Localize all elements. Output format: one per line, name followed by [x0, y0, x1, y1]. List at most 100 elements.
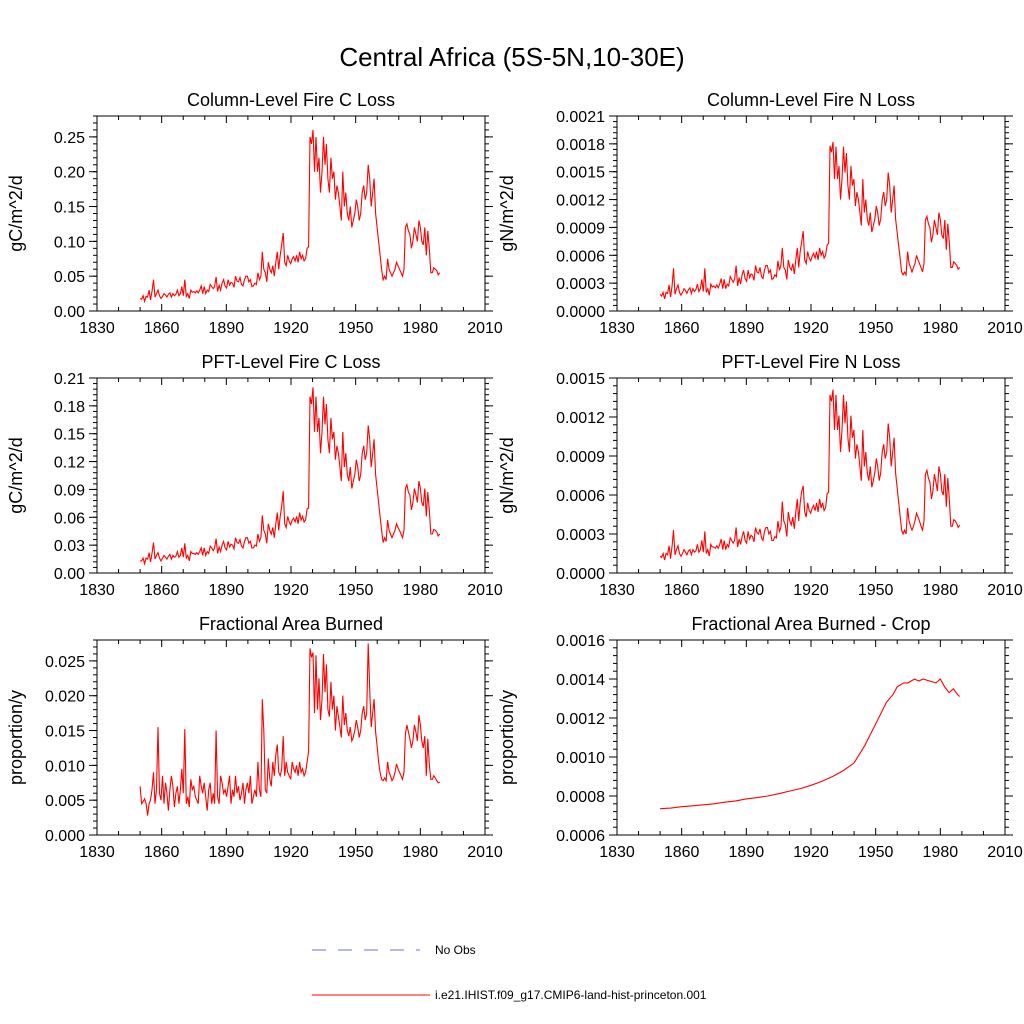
y-tick-label: 0.020: [45, 689, 85, 706]
chart-title: PFT-Level Fire N Loss: [721, 352, 900, 372]
x-tick-label: 1950: [858, 320, 894, 337]
page-title: Central Africa (5S-5N,10-30E): [339, 42, 684, 72]
x-tick-label: 1950: [338, 844, 374, 861]
y-tick-label: 0.09: [54, 482, 85, 499]
y-tick-label: 0.0000: [556, 304, 605, 321]
plot-frame: [616, 639, 1006, 836]
x-tick-label: 1950: [858, 844, 894, 861]
y-tick-label: 0.0006: [556, 248, 605, 265]
series-line: [139, 643, 440, 816]
y-tick-label: 0.0003: [556, 527, 605, 544]
chart-panel: Column-Level Fire C Loss 1830 1860 1890 1920…: [6, 90, 503, 337]
plot-frame: [96, 377, 486, 574]
y-tick-label: 0.18: [54, 399, 85, 416]
y-tick-label: 0.0015: [556, 371, 605, 388]
y-tick-label: 0.0010: [556, 750, 605, 767]
y-axis-label: gC/m^2/d: [6, 175, 26, 251]
y-tick-label: 0.21: [54, 371, 85, 388]
y-tick-label: 0.010: [45, 758, 85, 775]
y-tick-label: 0.0015: [556, 165, 605, 182]
x-tick-label: 2010: [467, 320, 503, 337]
x-tick-label: 1980: [403, 844, 439, 861]
y-tick-label: 0.0009: [556, 449, 605, 466]
series-line: [140, 387, 441, 566]
y-tick-label: 0.0006: [556, 488, 605, 505]
chart-title: Fractional Area Burned - Crop: [691, 614, 930, 634]
y-tick-label: 0.0016: [556, 633, 605, 650]
legend-obs-label: No Obs: [435, 943, 476, 957]
x-tick-label: 1950: [858, 582, 894, 599]
x-tick-label: 1860: [664, 844, 700, 861]
y-tick-label: 0.15: [54, 200, 85, 217]
chart-panel: Column-Level Fire N Loss 1830 1860 1890 1920…: [497, 90, 1023, 337]
y-axis-label: gC/m^2/d: [6, 437, 26, 513]
chart-panel: Fractional Area Burned - Crop 1830 1860 189…: [497, 614, 1023, 861]
x-tick-label: 1890: [209, 320, 245, 337]
x-tick-label: 1830: [79, 844, 115, 861]
x-tick-label: 2010: [467, 582, 503, 599]
x-tick-label: 1830: [79, 582, 115, 599]
y-tick-label: 0.20: [54, 165, 85, 182]
y-tick-label: 0.0012: [556, 410, 605, 427]
plot-frame: [96, 639, 486, 836]
chart-panel: Fractional Area Burned 1830 1860 1890 1920 19…: [6, 614, 503, 861]
y-tick-label: 0.00: [54, 566, 85, 583]
plot-frame: [96, 115, 486, 312]
chart-panel: PFT-Level Fire C Loss 1830 1860 1890 1920 195…: [6, 352, 503, 599]
x-tick-label: 1890: [729, 320, 765, 337]
y-tick-label: 0.03: [54, 538, 85, 555]
y-axis-label: gN/m^2/d: [497, 437, 517, 513]
panels-grid: Column-Level Fire C Loss 1830 1860 1890 1920…: [6, 90, 1023, 861]
x-tick-label: 1980: [923, 582, 959, 599]
y-tick-label: 0.0012: [556, 711, 605, 728]
x-tick-label: 1890: [729, 844, 765, 861]
chart-panel: PFT-Level Fire N Loss 1830 1860 1890 1920 195…: [497, 352, 1023, 599]
x-tick-label: 1890: [729, 582, 765, 599]
series-line: [139, 129, 441, 304]
x-tick-label: 1890: [209, 582, 245, 599]
x-tick-label: 1830: [599, 844, 635, 861]
chart-title: PFT-Level Fire C Loss: [201, 352, 380, 372]
y-tick-label: 0.00: [54, 304, 85, 321]
x-tick-label: 2010: [987, 844, 1023, 861]
y-tick-label: 0.0006: [556, 828, 605, 845]
y-axis-label: proportion/y: [497, 690, 517, 785]
chart-title: Fractional Area Burned: [199, 614, 383, 634]
y-tick-label: 0.0012: [556, 193, 605, 210]
series-line: [659, 141, 961, 300]
x-tick-label: 1830: [599, 582, 635, 599]
x-tick-label: 1830: [599, 320, 635, 337]
x-tick-label: 2010: [467, 844, 503, 861]
legend-model-label: i.e21.IHIST.f09_g17.CMIP6-land-hist-prin…: [435, 988, 707, 1002]
x-tick-label: 1860: [664, 582, 700, 599]
x-tick-label: 2010: [987, 582, 1023, 599]
x-tick-label: 1920: [273, 844, 309, 861]
x-tick-label: 1920: [793, 320, 829, 337]
y-tick-label: 0.0008: [556, 789, 605, 806]
x-tick-label: 1860: [144, 320, 180, 337]
y-tick-label: 0.0018: [556, 137, 605, 154]
y-tick-label: 0.005: [45, 793, 85, 810]
x-tick-label: 1950: [338, 320, 374, 337]
x-tick-label: 1830: [79, 320, 115, 337]
chart-title: Column-Level Fire N Loss: [707, 90, 915, 110]
y-tick-label: 0.015: [45, 724, 85, 741]
plot-frame: [616, 377, 1006, 574]
series-line: [660, 678, 961, 810]
x-tick-label: 1920: [273, 320, 309, 337]
x-tick-label: 1860: [144, 582, 180, 599]
y-tick-label: 0.12: [54, 455, 85, 472]
x-tick-label: 1920: [793, 582, 829, 599]
series-line: [659, 389, 961, 561]
x-tick-label: 1980: [403, 320, 439, 337]
y-tick-label: 0.0014: [556, 672, 605, 689]
x-tick-label: 1890: [209, 844, 245, 861]
x-tick-label: 1860: [664, 320, 700, 337]
x-tick-label: 1980: [923, 844, 959, 861]
plot-frame: [616, 115, 1006, 312]
y-axis-label: gN/m^2/d: [497, 175, 517, 251]
y-tick-label: 0.000: [45, 828, 85, 845]
y-tick-label: 0.25: [54, 130, 85, 147]
x-tick-label: 2010: [987, 320, 1023, 337]
y-axis-label: proportion/y: [6, 690, 26, 785]
